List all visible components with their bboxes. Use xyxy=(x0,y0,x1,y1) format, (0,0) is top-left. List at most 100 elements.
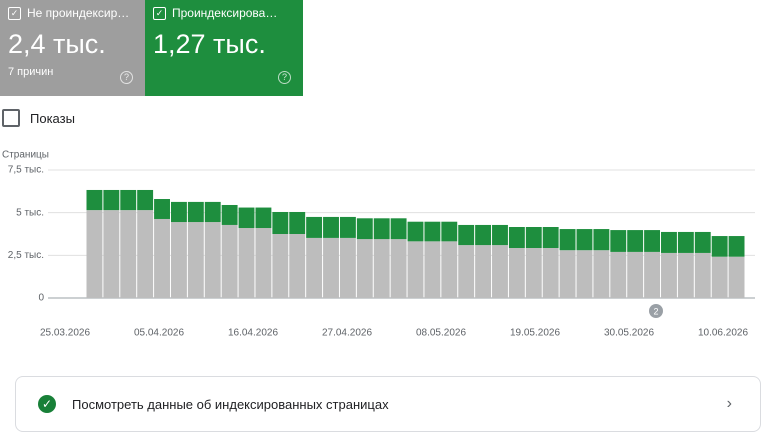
bar-segment xyxy=(373,218,390,240)
bar-segment xyxy=(542,227,559,248)
bar-segment xyxy=(458,224,475,246)
bar-segment xyxy=(356,218,373,240)
bar-segment xyxy=(289,211,306,234)
bar-segment xyxy=(323,237,339,298)
bar-segment xyxy=(694,231,711,253)
x-tick-label: 27.04.2026 xyxy=(322,328,372,339)
card-value: 2,4 тыс. xyxy=(8,29,106,59)
bar-segment xyxy=(407,221,424,242)
bar-segment xyxy=(593,229,610,251)
card-sub: 7 причин xyxy=(8,66,54,78)
bar-segment xyxy=(187,222,204,298)
bar-segment xyxy=(154,199,170,219)
checkbox[interactable]: ✓ xyxy=(153,6,166,20)
bar-segment xyxy=(711,236,728,257)
bar-segment xyxy=(627,230,644,252)
bar-segment xyxy=(390,239,407,298)
bar-segment xyxy=(86,189,103,211)
bar-segment xyxy=(154,218,170,298)
bar-segment xyxy=(610,230,627,252)
link-text: Посмотреть данные об индексированных стр… xyxy=(72,396,389,412)
bar-segment xyxy=(120,189,137,211)
annotation-label: 2 xyxy=(653,306,658,316)
checkbox[interactable] xyxy=(2,109,20,127)
checkbox[interactable]: ✓ xyxy=(8,6,21,20)
bar-segment xyxy=(272,234,289,298)
bar-segment xyxy=(508,247,525,298)
bar-segment xyxy=(542,247,559,298)
bar-segment xyxy=(306,237,323,298)
bar-segment xyxy=(677,231,694,253)
bar-segment xyxy=(323,216,339,238)
bar-segment xyxy=(255,207,272,229)
chevron: › xyxy=(726,395,732,412)
bar-segment xyxy=(170,222,187,298)
bar-segment xyxy=(458,245,475,298)
bar-segment xyxy=(576,250,593,298)
indexed-card[interactable]: ✓ Проиндексирова… 1,27 тыс. ? xyxy=(145,0,303,96)
bar-segment xyxy=(103,210,120,298)
help-icon[interactable]: ? xyxy=(278,71,291,84)
bar-segment xyxy=(492,245,508,298)
bar-segment xyxy=(644,230,661,252)
bar-segment xyxy=(339,237,356,298)
bar-segment xyxy=(559,229,576,251)
bar-segment xyxy=(677,252,694,298)
check-icon: ✓ xyxy=(38,395,56,413)
bar-segment xyxy=(728,256,745,298)
bar-segment xyxy=(407,241,424,298)
bar-segment xyxy=(255,228,272,298)
y-tick-label: 7,5 тыс. xyxy=(8,165,44,176)
bar-segment xyxy=(559,250,576,298)
bar-segment xyxy=(238,207,255,229)
card-label: Не проиндексир… xyxy=(27,6,130,20)
bar-segment xyxy=(694,252,711,298)
bar-segment xyxy=(137,210,154,298)
bar-segment xyxy=(356,239,373,298)
bar-segment xyxy=(627,251,644,298)
bar-segment xyxy=(204,201,221,223)
bar-segment xyxy=(576,229,593,251)
bar-segment xyxy=(424,221,441,242)
bar-segment xyxy=(492,224,508,246)
x-tick-label: 19.05.2026 xyxy=(510,328,560,339)
bar-segment xyxy=(390,218,407,240)
bar-segment xyxy=(238,228,255,298)
not-indexed-card[interactable]: ✓ Не проиндексир… 2,4 тыс. 7 причин ? xyxy=(0,0,145,96)
bar-segment xyxy=(525,227,542,248)
y-tick-label: 5 тыс. xyxy=(16,207,44,218)
bar-segment xyxy=(272,211,289,234)
x-tick-label: 05.04.2026 xyxy=(134,328,184,339)
x-tick-label: 10.06.2026 xyxy=(698,328,748,339)
bar-segment xyxy=(289,234,306,298)
bar-segment xyxy=(610,251,627,298)
toggle-label: Показы xyxy=(30,110,75,126)
bar-segment xyxy=(170,201,187,223)
bar-segment xyxy=(373,239,390,298)
x-tick-label: 30.05.2026 xyxy=(604,328,654,339)
bar-segment xyxy=(424,241,441,298)
y-tick-label: 0 xyxy=(38,293,44,304)
bar-segment xyxy=(711,256,728,298)
bar-segment xyxy=(728,236,745,257)
impressions-toggle[interactable]: Показы xyxy=(2,109,75,127)
bar-segment xyxy=(441,221,458,242)
bar-segment xyxy=(508,227,525,248)
bar-segment xyxy=(187,201,204,223)
help-icon[interactable]: ? xyxy=(120,71,133,84)
card-value: 1,27 тыс. xyxy=(153,29,266,59)
bar-segment xyxy=(644,251,661,298)
bar-segment xyxy=(661,231,677,253)
bar-segment xyxy=(661,252,677,298)
bar-segment xyxy=(475,245,492,298)
indexed-pages-link[interactable]: ✓ Посмотреть данные об индексированных с… xyxy=(15,376,761,432)
bar-segment xyxy=(103,189,120,211)
bar-segment xyxy=(339,216,356,238)
bar-segment xyxy=(475,224,492,246)
y-tick-label: 2,5 тыс. xyxy=(8,250,44,261)
bar-segment xyxy=(221,204,238,225)
bar-segment xyxy=(120,210,137,298)
bar-segment xyxy=(525,247,542,298)
x-tick-label: 25.03.2026 xyxy=(40,328,90,339)
